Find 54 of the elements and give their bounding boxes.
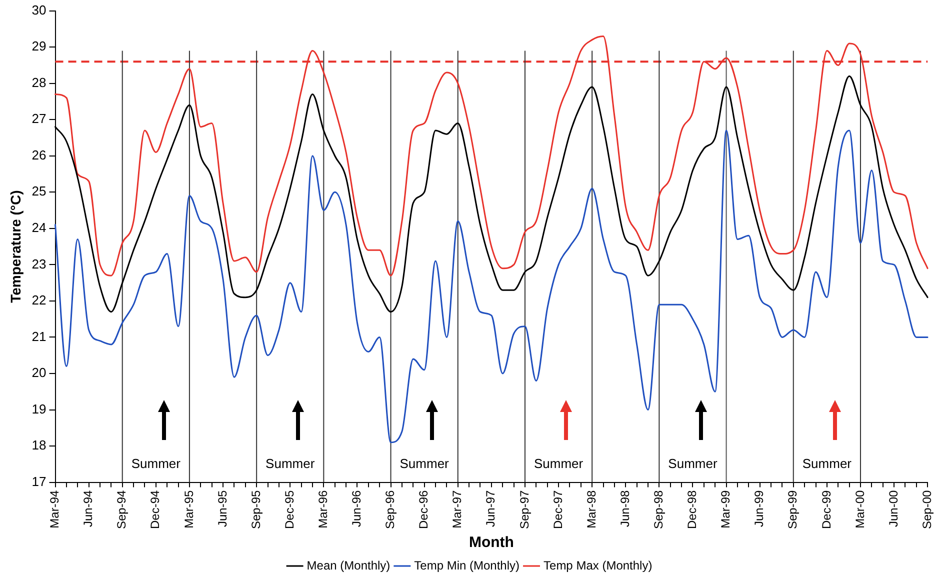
x-tick-label: Sep-95 bbox=[248, 490, 263, 530]
x-tick-label: Dec-95 bbox=[282, 490, 296, 529]
x-tick-label: Sep-97 bbox=[517, 490, 532, 530]
line-series bbox=[54, 130, 928, 444]
x-tick-label: Dec-99 bbox=[819, 490, 834, 529]
y-tick-label: 22 bbox=[32, 292, 46, 308]
legend-label: Temp Max (Monthly) bbox=[544, 558, 652, 572]
x-tick-label: Jun-94 bbox=[81, 490, 96, 528]
y-tick-label: 24 bbox=[32, 220, 46, 235]
annotation: Summer bbox=[802, 456, 852, 471]
annotation: Summer bbox=[668, 456, 718, 471]
x-tick-label: Jun-00 bbox=[886, 490, 900, 528]
x-tick-label: Jun-97 bbox=[484, 490, 498, 528]
x-tick-label: Dec-97 bbox=[550, 490, 565, 529]
x-tick-label: Sep-94 bbox=[114, 490, 129, 530]
y-tick-label: 25 bbox=[32, 184, 46, 199]
y-tick-label: 17 bbox=[32, 474, 46, 489]
x-tick-label: Mar-00 bbox=[852, 490, 867, 528]
legend-label: Temp Min (Monthly) bbox=[414, 558, 520, 572]
y-tick-label: 28 bbox=[32, 74, 46, 90]
x-tick-label: Jun-96 bbox=[350, 490, 364, 528]
x-axis-title: Month bbox=[468, 534, 514, 552]
legend-label: Mean (Monthly) bbox=[306, 558, 390, 572]
x-tick-label: Dec-94 bbox=[148, 490, 162, 529]
x-tick-label: Sep-98 bbox=[652, 490, 666, 530]
x-tick-label: Dec-98 bbox=[685, 490, 700, 529]
x-tick-label: Mar-95 bbox=[182, 490, 196, 528]
y-tick-label: 21 bbox=[32, 328, 46, 344]
x-tick-label: Sep-96 bbox=[383, 490, 398, 530]
x-tick-label: Mar-99 bbox=[718, 490, 733, 528]
x-tick-label: Sep-99 bbox=[786, 490, 800, 530]
y-tick-label: 18 bbox=[32, 438, 46, 453]
x-tick-label: Sep-00 bbox=[920, 490, 934, 530]
y-tick-label: 30 bbox=[32, 2, 46, 18]
y-tick-label: 19 bbox=[32, 401, 46, 416]
x-tick-label: Jun-95 bbox=[215, 490, 230, 528]
line-series bbox=[54, 35, 928, 276]
annotation: Summer bbox=[534, 456, 584, 471]
y-tick-label: 29 bbox=[32, 38, 46, 54]
annotation: Summer bbox=[266, 456, 316, 471]
x-tick-label: Mar-94 bbox=[48, 490, 62, 528]
x-tick-label: Mar-96 bbox=[316, 490, 330, 528]
annotation: Summer bbox=[131, 456, 182, 471]
x-tick-label: Mar-98 bbox=[584, 490, 598, 528]
x-tick-label: Jun-98 bbox=[618, 490, 632, 528]
x-tick-label: Dec-96 bbox=[416, 490, 431, 529]
x-tick-label: Mar-97 bbox=[450, 490, 464, 528]
annotation: Summer bbox=[400, 456, 450, 471]
x-tick-label: Jun-99 bbox=[752, 490, 766, 528]
y-tick-label: 26 bbox=[32, 147, 46, 162]
y-tick-label: 23 bbox=[32, 256, 46, 272]
y-tick-label: 27 bbox=[32, 111, 46, 126]
y-axis-title: Temperature (°C) bbox=[7, 190, 24, 303]
y-tick-label: 20 bbox=[32, 365, 46, 380]
